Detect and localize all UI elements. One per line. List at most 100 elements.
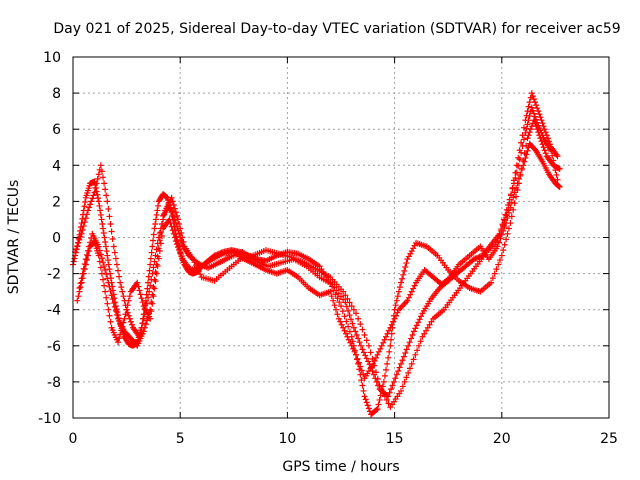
data-point-track-d	[375, 382, 382, 389]
data-point-track-d	[155, 245, 162, 252]
data-point-track-d	[549, 152, 556, 159]
data-point-track-b	[337, 318, 344, 325]
data-point-track-c	[535, 108, 542, 115]
data-point-track-b	[347, 339, 354, 346]
data-point-track-d	[77, 280, 84, 287]
y-tick-label: 6	[52, 122, 61, 138]
data-point-track-b	[520, 162, 527, 169]
data-point-track-c	[151, 258, 158, 265]
data-point-track-c	[417, 338, 424, 345]
data-point-track-d	[80, 265, 87, 272]
data-point-track-d	[175, 227, 182, 234]
data-point-track-a	[107, 270, 114, 277]
data-point-track-b	[96, 258, 103, 265]
data-point-track-b	[83, 257, 90, 264]
data-point-track-c	[513, 162, 520, 169]
data-point-track-a	[149, 243, 156, 250]
data-point-track-b	[105, 306, 112, 313]
data-point-track-d	[362, 352, 369, 359]
data-point-track-d	[110, 300, 117, 307]
data-point-track-d	[551, 162, 558, 169]
data-point-track-d	[515, 162, 522, 169]
data-point-track-d	[349, 320, 356, 327]
data-point-track-a	[508, 213, 515, 220]
data-point-track-c	[127, 318, 134, 325]
data-point-track-d	[177, 234, 184, 241]
data-point-track-d	[360, 349, 367, 356]
data-point-track-d	[331, 284, 338, 291]
data-point-track-a	[495, 261, 502, 268]
data-point-track-d	[143, 317, 150, 324]
data-point-track-b	[391, 315, 398, 322]
data-point-track-d	[141, 324, 148, 331]
data-point-track-c	[124, 309, 131, 316]
data-point-track-c	[109, 236, 116, 243]
data-point-track-d	[79, 270, 86, 277]
data-point-track-d	[528, 104, 535, 111]
data-point-track-b	[383, 333, 390, 340]
data-point-track-c	[108, 228, 115, 235]
y-tick-label: 2	[52, 194, 61, 210]
data-point-track-a	[103, 248, 110, 255]
data-point-track-a	[498, 252, 505, 259]
data-point-track-c	[105, 205, 112, 212]
data-point-track-c	[98, 168, 105, 175]
data-point-track-b	[517, 171, 524, 178]
data-point-track-a	[150, 237, 157, 244]
data-point-track-c	[122, 302, 129, 309]
data-point-track-a	[71, 255, 78, 262]
data-point-track-a	[102, 239, 109, 246]
data-point-track-a	[332, 291, 339, 298]
data-point-track-b	[335, 315, 342, 322]
data-point-track-d	[112, 307, 119, 314]
data-point-track-a	[541, 147, 548, 154]
data-point-track-a	[381, 372, 388, 379]
data-point-track-d	[393, 371, 400, 378]
data-point-track-b	[173, 241, 180, 248]
data-point-track-d	[408, 335, 415, 342]
data-point-track-c	[85, 207, 92, 214]
data-point-track-d	[76, 285, 83, 292]
data-point-track-c	[173, 212, 180, 219]
data-point-track-a	[155, 202, 162, 209]
data-point-track-d	[105, 279, 112, 286]
data-point-track-a	[375, 401, 382, 408]
data-point-track-c	[150, 264, 157, 271]
data-point-track-d	[553, 171, 560, 178]
data-point-track-b	[170, 230, 177, 237]
data-point-track-d	[333, 287, 340, 294]
data-point-track-c	[542, 129, 549, 136]
data-point-track-b	[103, 294, 110, 301]
data-point-track-c	[353, 310, 360, 317]
data-point-track-b	[390, 318, 397, 325]
data-point-track-b	[387, 324, 394, 331]
data-point-track-a	[147, 255, 154, 262]
data-point-track-d	[166, 202, 173, 209]
data-point-track-d	[157, 229, 164, 236]
data-point-track-c	[541, 126, 548, 133]
data-point-track-d	[552, 167, 559, 174]
data-point-track-d	[410, 328, 417, 335]
data-point-track-d	[148, 299, 155, 306]
data-point-track-c	[424, 324, 431, 331]
data-point-track-c	[73, 245, 80, 252]
data-point-track-c	[76, 236, 83, 243]
data-point-track-b	[355, 359, 362, 366]
data-point-track-b	[410, 285, 417, 292]
data-point-track-a	[105, 261, 112, 268]
data-point-track-a	[394, 293, 401, 300]
data-point-track-c	[90, 192, 97, 199]
data-point-track-b	[121, 315, 128, 322]
data-point-track-a	[410, 245, 417, 252]
data-point-track-b	[511, 189, 518, 196]
data-point-track-c	[554, 153, 561, 160]
data-point-track-d	[400, 353, 407, 360]
data-point-track-d	[396, 364, 403, 371]
data-point-track-b	[156, 248, 163, 255]
data-point-track-c	[348, 303, 355, 310]
data-point-track-a	[505, 225, 512, 232]
data-point-track-b	[524, 147, 531, 154]
data-point-track-b	[82, 261, 89, 268]
y-tick-label: 10	[43, 50, 61, 66]
data-point-track-a	[407, 250, 414, 257]
